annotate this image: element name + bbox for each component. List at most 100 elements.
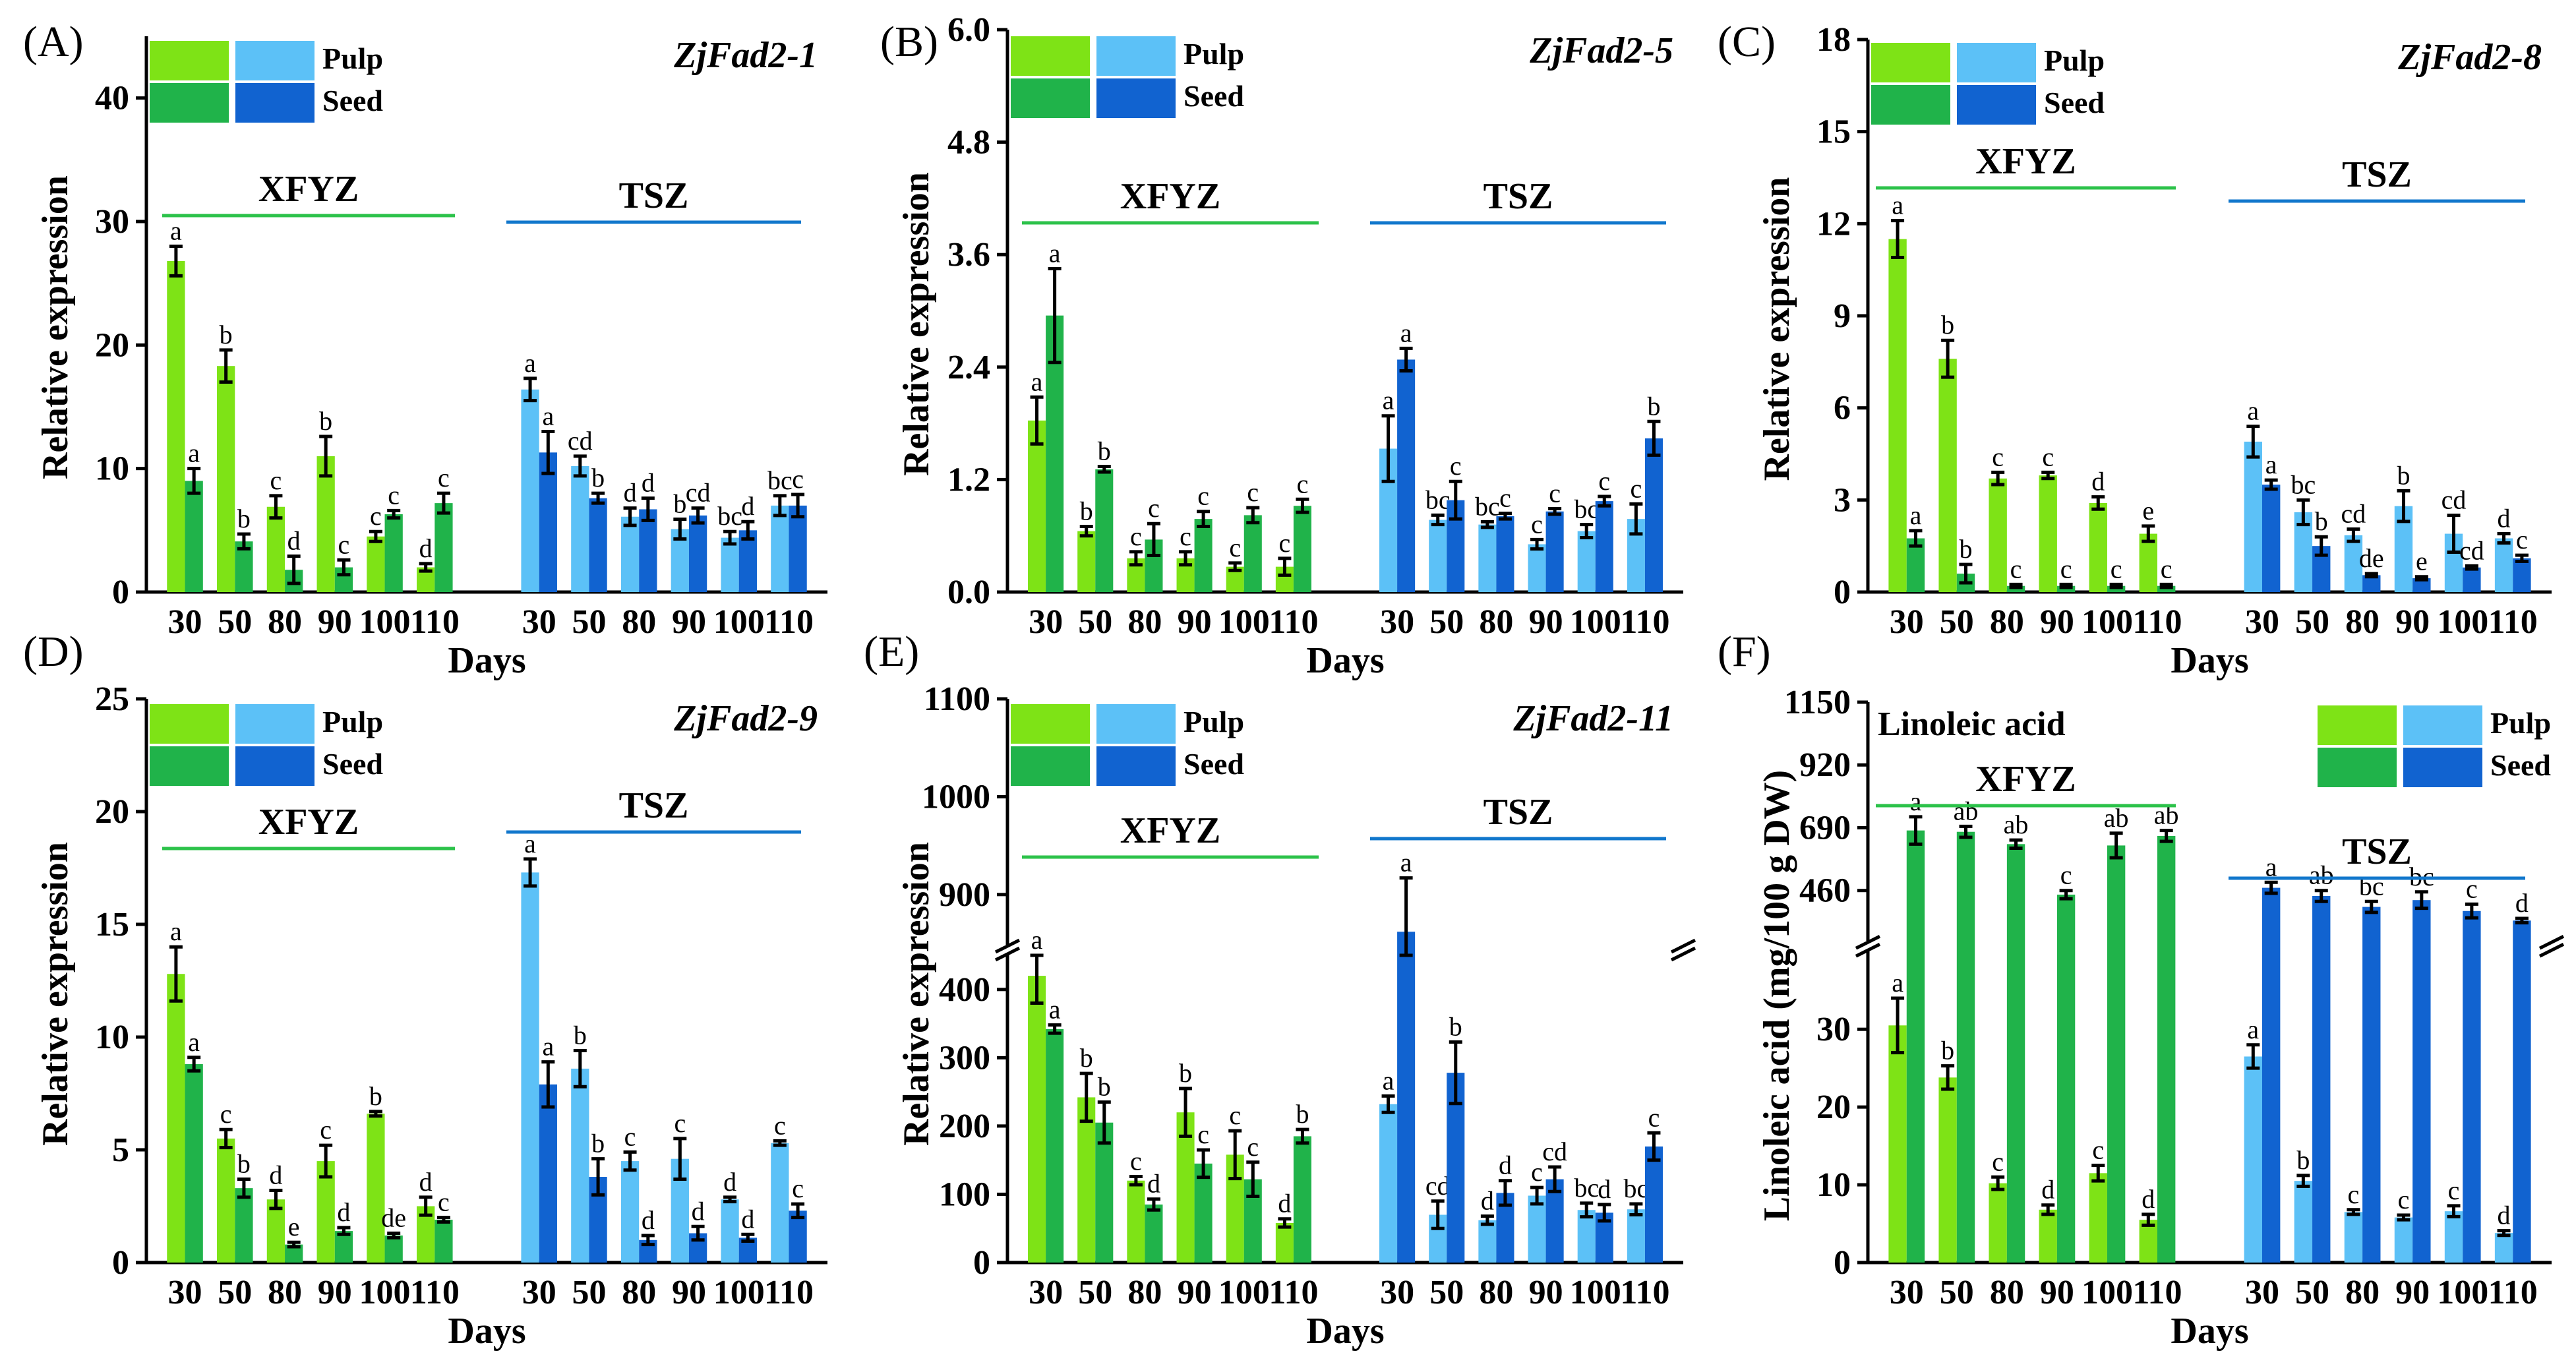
legend: Pulp Seed (1011, 36, 1244, 118)
significance-letter: c (2161, 554, 2172, 583)
significance-letter: c (270, 465, 282, 495)
significance-letter: c (320, 1115, 332, 1145)
x-tick-label: 50 (218, 1274, 252, 1311)
x-tick-label: 90 (318, 1274, 352, 1311)
x-tick-label: 100 (2082, 1274, 2133, 1311)
legend-swatch-tsz-pulp (1096, 36, 1176, 76)
bar-xfyz-seed-50 (1956, 831, 1975, 1263)
y-axis-title: Relative expression (1756, 177, 1797, 481)
bar-xfyz-seed-100 (384, 1235, 403, 1263)
bar-xfyz-pulp-100 (367, 1114, 385, 1263)
x-tick-label: 110 (2488, 1274, 2538, 1311)
bar-tsz-seed-30 (539, 452, 557, 592)
x-tick-label: 100 (2437, 1274, 2488, 1311)
significance-letter: d (642, 1205, 655, 1235)
significance-letter: c (2060, 860, 2072, 890)
y-axis-title: Relative expression (35, 842, 76, 1146)
legend-label-pulp: Pulp (322, 42, 383, 75)
axis-break-mark (2538, 943, 2565, 958)
panel-label: (F) (1718, 628, 1771, 676)
significance-letter: d (624, 478, 637, 508)
bar-tsz-pulp-80 (2344, 1212, 2363, 1263)
legend-label-pulp: Pulp (1183, 705, 1244, 738)
significance-letter: cd (568, 426, 593, 456)
significance-letter: b (237, 1148, 251, 1178)
significance-letter: b (673, 489, 686, 518)
significance-letter: c (1229, 533, 1241, 562)
y-tick-label: 1000 (922, 778, 990, 816)
significance-letter: bc (1624, 1174, 1649, 1203)
bar-xfyz-seed-110 (434, 503, 453, 592)
significance-letter: e (288, 1212, 300, 1241)
panel-label: (B) (880, 18, 938, 66)
significance-letter: c (2042, 442, 2054, 471)
x-tick-label: 80 (1479, 603, 1513, 641)
significance-letter: e (2142, 496, 2154, 525)
x-tick-label: 30 (522, 603, 556, 641)
x-tick-label: 30 (2245, 1274, 2279, 1311)
y-tick-label: 20 (1816, 1089, 1851, 1126)
legend-swatch-xfyz-seed (1011, 78, 1090, 118)
x-tick-label: 100 (359, 603, 411, 641)
chart-title: ZjFad2-1 (673, 35, 818, 76)
x-tick-label: 80 (1479, 1274, 1513, 1311)
legend-swatch-tsz-pulp (235, 704, 315, 744)
x-tick-label: 30 (1380, 1274, 1414, 1311)
x-tick-label: 110 (1269, 1274, 1318, 1311)
significance-letter: a (2247, 396, 2259, 426)
x-tick-label: 80 (2345, 1274, 2380, 1311)
legend: Pulp Seed (1871, 43, 2105, 125)
y-tick-label: 0.0 (947, 574, 990, 611)
y-tick-label: 20 (95, 326, 129, 364)
bar-xfyz-pulp-30 (1888, 239, 1907, 593)
bar-xfyz-seed-30 (1906, 830, 1925, 1263)
x-tick-label: 100 (713, 1274, 765, 1311)
legend-swatch-xfyz-seed (150, 746, 229, 786)
significance-letter: d (723, 1167, 736, 1197)
significance-letter: c (1531, 509, 1543, 539)
x-tick-label: 110 (2132, 603, 2182, 641)
group-label-xfyz: XFYZ (1975, 759, 2076, 800)
legend-label-pulp: Pulp (322, 705, 383, 738)
y-tick-label: 0 (1834, 574, 1851, 611)
significance-letter: c (2448, 1176, 2460, 1205)
y-tick-label: 6 (1834, 390, 1851, 427)
significance-letter: a (170, 216, 182, 245)
significance-letter: de (2359, 543, 2384, 573)
bar-tsz-seed-100 (2463, 910, 2481, 1263)
legend-label-pulp: Pulp (2490, 706, 2551, 740)
x-axis-title: Days (448, 1311, 525, 1352)
significance-letter: ab (1954, 796, 1979, 825)
group-label-xfyz: XFYZ (1120, 810, 1220, 851)
bar-xfyz-pulp-80 (1989, 1183, 2007, 1263)
bar-tsz-pulp-50 (571, 465, 589, 592)
axis-break-mark (1670, 946, 1696, 962)
significance-letter: d (1598, 1174, 1611, 1204)
significance-letter: b (1959, 534, 1972, 564)
significance-letter: c (792, 1174, 804, 1203)
significance-letter: a (524, 348, 536, 378)
significance-letter: a (524, 829, 536, 858)
significance-letter: c (338, 529, 350, 559)
significance-letter: c (438, 463, 450, 492)
x-tick-label: 80 (622, 1274, 656, 1311)
significance-letter: a (188, 1027, 200, 1057)
significance-letter: d (2142, 1184, 2155, 1214)
significance-letter: cd (2459, 535, 2484, 565)
legend-label-seed: Seed (322, 747, 383, 781)
significance-letter: d (269, 1160, 282, 1190)
y-tick-label: 920 (1799, 746, 1851, 784)
bar-tsz-seed-110 (789, 1210, 807, 1263)
significance-letter: d (642, 468, 655, 498)
bar-xfyz-seed-50 (1095, 469, 1114, 592)
y-tick-label: 10 (95, 450, 129, 488)
x-tick-label: 110 (1620, 603, 1669, 641)
significance-letter: c (2348, 1179, 2360, 1209)
legend-swatch-tsz-seed (2403, 748, 2482, 787)
bar-tsz-pulp-90 (1528, 1195, 1546, 1263)
x-tick-label: 100 (2437, 603, 2488, 641)
significance-letter: a (1892, 968, 1903, 998)
